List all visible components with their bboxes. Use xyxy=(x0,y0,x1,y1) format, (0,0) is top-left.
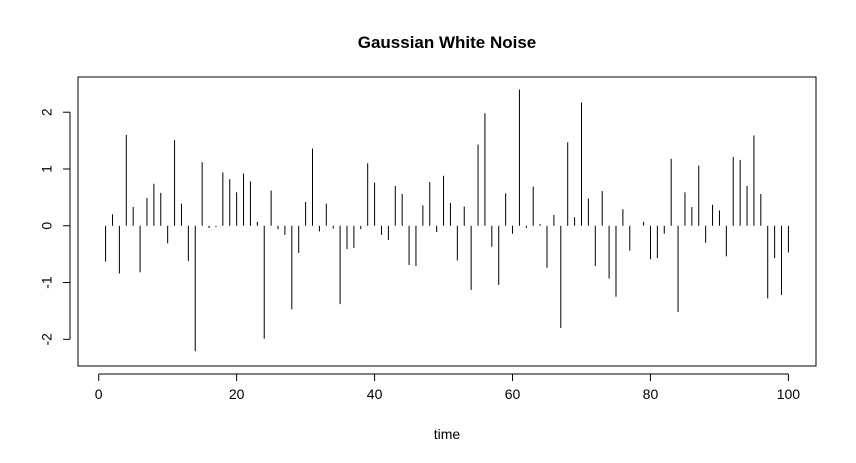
x-tick-label: 100 xyxy=(777,386,801,402)
x-tick-label: 60 xyxy=(505,386,521,402)
x-tick-label: 40 xyxy=(367,386,383,402)
y-tick-label: -1 xyxy=(39,276,55,289)
y-axis: -2 -1 0 1 2 xyxy=(39,108,71,346)
data-lines xyxy=(105,89,789,352)
x-tick-label: 0 xyxy=(95,386,103,402)
y-tick-label: -2 xyxy=(39,333,55,346)
chart-title: Gaussian White Noise xyxy=(358,33,537,52)
x-tick-label: 80 xyxy=(643,386,659,402)
y-tick-label: 0 xyxy=(39,222,55,230)
plot-frame xyxy=(77,76,817,367)
y-tick-label: 1 xyxy=(39,165,55,173)
y-tick-label: 2 xyxy=(39,108,55,116)
x-tick-label: 20 xyxy=(229,386,245,402)
x-axis-label: time xyxy=(434,426,461,442)
x-axis: 0 20 40 60 80 100 xyxy=(95,373,801,402)
